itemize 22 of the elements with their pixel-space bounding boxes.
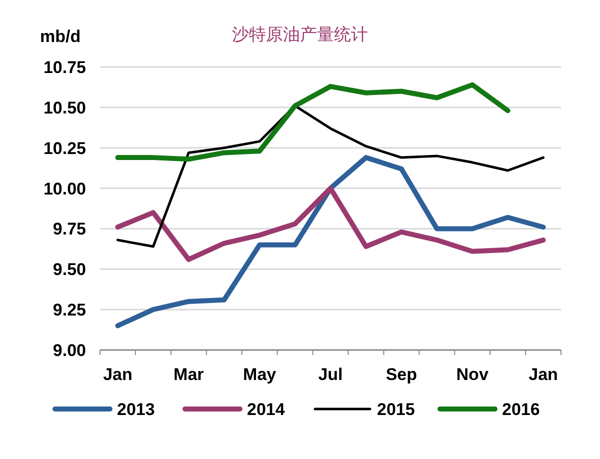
x-tick-label: Jul <box>318 365 343 384</box>
x-tick-label: May <box>243 365 277 384</box>
legend-label: 2016 <box>502 400 540 419</box>
line-series <box>116 104 545 248</box>
y-tick-label: 10.00 <box>43 179 86 198</box>
y-axis-title: mb/d <box>40 27 81 46</box>
legend-label: 2013 <box>117 400 155 419</box>
legend-label: 2015 <box>377 400 415 419</box>
chart-title: 沙特原油产量统计 <box>232 25 368 44</box>
y-tick-label: 10.75 <box>43 58 86 77</box>
x-tick-label: Mar <box>174 365 204 384</box>
x-tick-label: Jan <box>528 365 558 384</box>
x-tick-label: Nov <box>456 365 489 384</box>
y-tick-label: 9.00 <box>52 341 86 360</box>
y-tick-label: 10.50 <box>43 98 86 118</box>
y-tick-label: 9.50 <box>52 260 86 280</box>
legend-label: 2014 <box>247 400 286 419</box>
x-tick-label: Jan <box>103 365 132 384</box>
x-tick-label: Sep <box>386 365 418 384</box>
y-tick-label: 9.25 <box>52 300 86 320</box>
y-tick-label: 9.75 <box>52 220 86 239</box>
y-tick-label: 10.25 <box>43 138 86 158</box>
